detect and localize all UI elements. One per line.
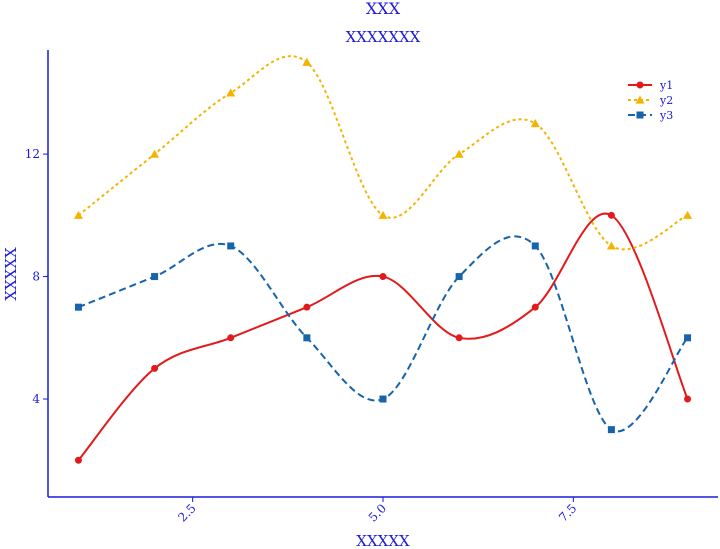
data-point-y1 bbox=[227, 334, 235, 342]
x-tick-label: 5.0 bbox=[366, 501, 389, 524]
data-point-y2 bbox=[683, 210, 693, 219]
data-point-y2 bbox=[73, 210, 83, 219]
series-y2 bbox=[73, 55, 693, 251]
data-point-y1 bbox=[684, 395, 692, 403]
data-point-y3 bbox=[684, 334, 692, 342]
data-point-y2 bbox=[454, 149, 464, 158]
legend-label-y3: y3 bbox=[659, 109, 673, 122]
series-y1 bbox=[74, 211, 692, 464]
data-point-y3 bbox=[607, 426, 615, 434]
data-point-y3 bbox=[455, 273, 463, 281]
legend-label-y1: y1 bbox=[659, 79, 673, 92]
legend-label-y2: y2 bbox=[659, 94, 673, 107]
x-tick-label: 2.5 bbox=[175, 501, 198, 524]
x-axis-label: XXXXX bbox=[356, 532, 410, 549]
y-tick-label: 4 bbox=[32, 392, 40, 406]
series-line-y1 bbox=[77, 212, 689, 461]
series-line-y3 bbox=[78, 235, 689, 433]
data-point-y3 bbox=[303, 334, 311, 342]
data-point-y3 bbox=[151, 273, 159, 281]
chart-title: XXX bbox=[366, 0, 401, 18]
data-point-y1 bbox=[455, 334, 463, 342]
data-point-y3 bbox=[227, 242, 235, 250]
data-point-y3 bbox=[379, 395, 387, 403]
data-point-y1 bbox=[531, 303, 539, 311]
series-y3 bbox=[74, 235, 692, 434]
data-point-y3 bbox=[74, 303, 82, 311]
data-point-y2 bbox=[606, 241, 616, 250]
legend-marker-y2 bbox=[635, 95, 645, 104]
chart-subtitle: XXXXXXX bbox=[346, 28, 421, 46]
data-point-y1 bbox=[379, 273, 387, 281]
y-axis-label: XXXXX bbox=[2, 247, 20, 301]
data-point-y3 bbox=[531, 242, 539, 250]
x-tick-label: 7.5 bbox=[556, 501, 579, 524]
series-layer bbox=[73, 55, 693, 464]
legend-marker-y3 bbox=[636, 111, 644, 119]
data-point-y2 bbox=[150, 149, 160, 158]
x-axis-ticks: 2.5 5.0 7.5 bbox=[175, 497, 579, 525]
data-point-y2 bbox=[530, 118, 540, 128]
legend: y1 y2 y3 bbox=[628, 79, 673, 122]
y-tick-label: 12 bbox=[25, 147, 40, 161]
data-point-y2 bbox=[378, 210, 388, 219]
data-point-y2 bbox=[226, 88, 236, 97]
data-point-y1 bbox=[151, 364, 159, 372]
data-point-y1 bbox=[303, 303, 311, 311]
y-tick-label: 8 bbox=[32, 270, 40, 284]
data-point-y2 bbox=[302, 57, 312, 66]
y-axis-ticks: 4 8 12 bbox=[25, 147, 48, 406]
legend-marker-y1 bbox=[636, 81, 644, 89]
data-point-y1 bbox=[607, 211, 615, 219]
data-point-y1 bbox=[74, 456, 82, 464]
series-line-y2 bbox=[77, 55, 688, 251]
